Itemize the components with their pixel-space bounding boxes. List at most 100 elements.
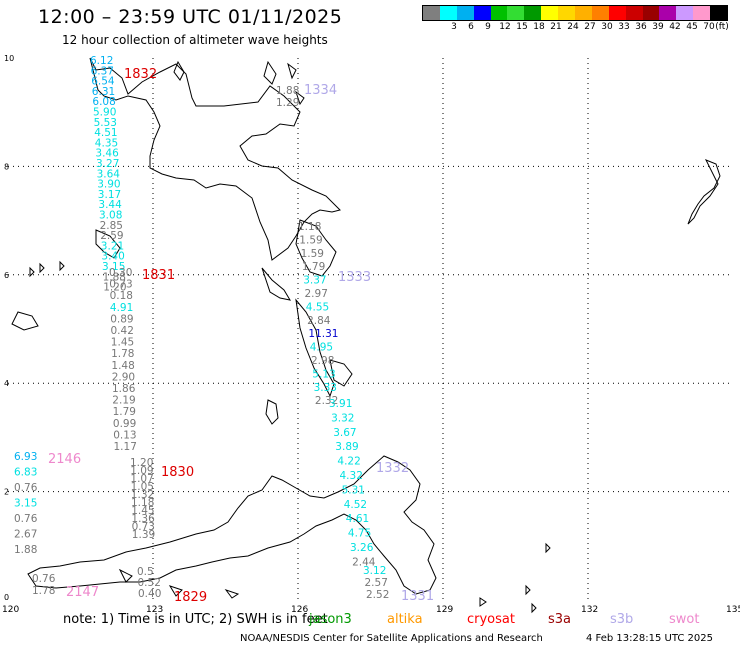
wave-height-value: 6.08 — [92, 96, 115, 108]
coastline-northern-islands — [173, 60, 305, 106]
wave-height-value: 0.99 — [113, 418, 136, 430]
altimeter-track: 3.122.572.52 — [363, 565, 389, 601]
wave-height-value: 3.15 — [102, 261, 125, 273]
satellite-legend-s3b: s3b — [610, 612, 634, 627]
color-scale-swatch — [710, 6, 728, 20]
coastline-sulu — [118, 568, 240, 599]
satellite-legend-jason3: jason3 — [309, 612, 352, 627]
color-scale-tick-label: 12 — [499, 22, 511, 32]
coastline-mindanao — [27, 455, 437, 595]
satellite-legend-swot: swot — [669, 612, 700, 627]
color-scale-tick-label: 18 — [533, 22, 545, 32]
wave-height-value: 0.18 — [110, 290, 133, 302]
wave-height-value: 2.67 — [14, 529, 37, 541]
y-tick-label: 0 — [4, 593, 9, 602]
wave-height-value: 1.32 — [131, 489, 154, 501]
wave-height-value: 2.52 — [366, 589, 389, 601]
wave-height-value: 2.32 — [315, 395, 338, 407]
wave-height-value: 6.54 — [91, 76, 115, 88]
wave-height-value: 2.98 — [311, 355, 334, 367]
wave-height-value: 3.27 — [96, 158, 119, 170]
wave-height-value: 2.84 — [307, 315, 331, 327]
coastline-east-pacific — [687, 159, 721, 225]
color-scale-labels: 3 6 9 12 15 18 21 24 27 30 33 36 39 42 45 70 (ft) — [422, 21, 729, 33]
wave-height-value: 4.52 — [344, 499, 367, 511]
color-scale-swatch — [507, 6, 525, 20]
pass-id-label: 2147 — [66, 585, 99, 600]
wave-height-value: 2.57 — [365, 577, 388, 589]
wave-height-value: 1.45 — [131, 505, 154, 517]
color-scale-swatch — [490, 6, 508, 20]
wave-height-value: 6.37 — [91, 65, 114, 77]
color-scale-swatch — [625, 6, 643, 20]
chart-title: 12:00 – 23:59 UTC 01/11/2025 — [38, 6, 343, 28]
wave-height-value: 4.32 — [340, 470, 363, 482]
wave-height-value: 5.13 — [312, 368, 335, 380]
wave-height-value: 6.93 — [14, 451, 37, 463]
wave-height-value: 2.90 — [112, 371, 135, 383]
coastline-luzon — [89, 57, 341, 261]
satellite-legend-cryosat: cryosat — [467, 612, 515, 627]
coastline-islets-east — [479, 542, 551, 614]
coastline-samar — [295, 219, 337, 277]
altimeter-track: 0.300.730.184.910.890.421.451.781.482.90… — [109, 267, 137, 453]
color-scale-tick-label: 36 — [635, 22, 647, 32]
wave-height-value: 0.76 — [32, 573, 56, 585]
color-scale-swatch — [693, 6, 711, 20]
wave-height-value: 3.37 — [303, 275, 326, 287]
wave-height-value: 3.44 — [98, 199, 122, 211]
y-tick-label: 4 — [4, 379, 9, 388]
wave-height-value: 5.31 — [342, 484, 365, 496]
y-tick-label: 6 — [4, 271, 9, 280]
axis-labels: 120 123 126 129 132 135 0 2 4 6 8 10 — [2, 54, 740, 615]
color-scale-tick-label: 15 — [516, 22, 528, 32]
credit-line: NOAA/NESDIS Center for Satellite Applica… — [240, 633, 543, 644]
x-tick-label: 132 — [581, 605, 598, 615]
wave-height-value: 5.90 — [93, 107, 116, 119]
wave-height-value: 1.88 — [14, 544, 37, 556]
coastline-bohol — [329, 359, 353, 387]
wave-height-value: 1.18 — [298, 221, 321, 233]
wave-height-value: 0.30 — [109, 267, 132, 279]
wave-height-value: 1.18 — [131, 497, 154, 509]
chart-subtitle: 12 hour collection of altimeter wave hei… — [62, 33, 328, 47]
wave-height-value: 2.59 — [100, 230, 123, 242]
wave-height-value: 4.22 — [337, 456, 360, 468]
color-scale-swatch — [541, 6, 559, 20]
wave-height-value: 1.48 — [111, 360, 134, 372]
altimeter-track: 1.881.29 — [276, 85, 299, 109]
wave-height-value: 1.88 — [276, 85, 299, 97]
color-scale-tick-label: 24 — [567, 22, 579, 32]
pass-id-label: 1831 — [142, 268, 175, 283]
x-tick-label: 123 — [146, 605, 163, 615]
wave-height-value: 1.05 — [131, 481, 154, 493]
y-tick-label: 10 — [4, 54, 14, 63]
wave-height-value: 3.21 — [101, 240, 124, 252]
altimeter-track: 0.50.520.40 — [137, 566, 161, 600]
pass-id-label: 1331 — [401, 589, 434, 604]
wave-height-value: 3.12 — [363, 565, 386, 577]
color-scale-tick-label: 39 — [652, 22, 664, 32]
wave-height-value: 2.97 — [305, 288, 328, 300]
x-tick-label: 120 — [2, 605, 19, 615]
color-scale-swatch — [473, 6, 491, 20]
wave-height-value: 3.89 — [335, 441, 358, 453]
altimeter-track: 0.761.78 — [32, 573, 56, 597]
wave-height-value: 0.42 — [111, 325, 134, 337]
wave-height-value: 0.13 — [113, 429, 136, 441]
wave-height-value: 4.61 — [346, 513, 369, 525]
wave-height-value: 4.35 — [95, 137, 118, 149]
color-scale-tick-label: 9 — [485, 22, 491, 32]
altimeter-track: 6.93 6.83 0.76 3.15 0.76 2.67 1.88 — [14, 451, 38, 556]
color-scale-tick-label: 33 — [618, 22, 630, 32]
wave-height-value: 1.09 — [130, 465, 153, 477]
color-scale-bar — [422, 5, 728, 21]
wave-height-value: 1.59 — [301, 248, 324, 260]
color-scale-tick-label: 27 — [584, 22, 596, 32]
color-scale-swatch — [423, 6, 440, 20]
color-scale-tick-label: 6 — [468, 22, 474, 32]
wave-height-value: 4.75 — [348, 528, 371, 540]
wave-height-value: 1.39 — [132, 529, 155, 541]
wave-height-value: 3.33 — [314, 382, 337, 394]
generated-timestamp: 4 Feb 13:28:15 UTC 2025 — [586, 633, 713, 644]
